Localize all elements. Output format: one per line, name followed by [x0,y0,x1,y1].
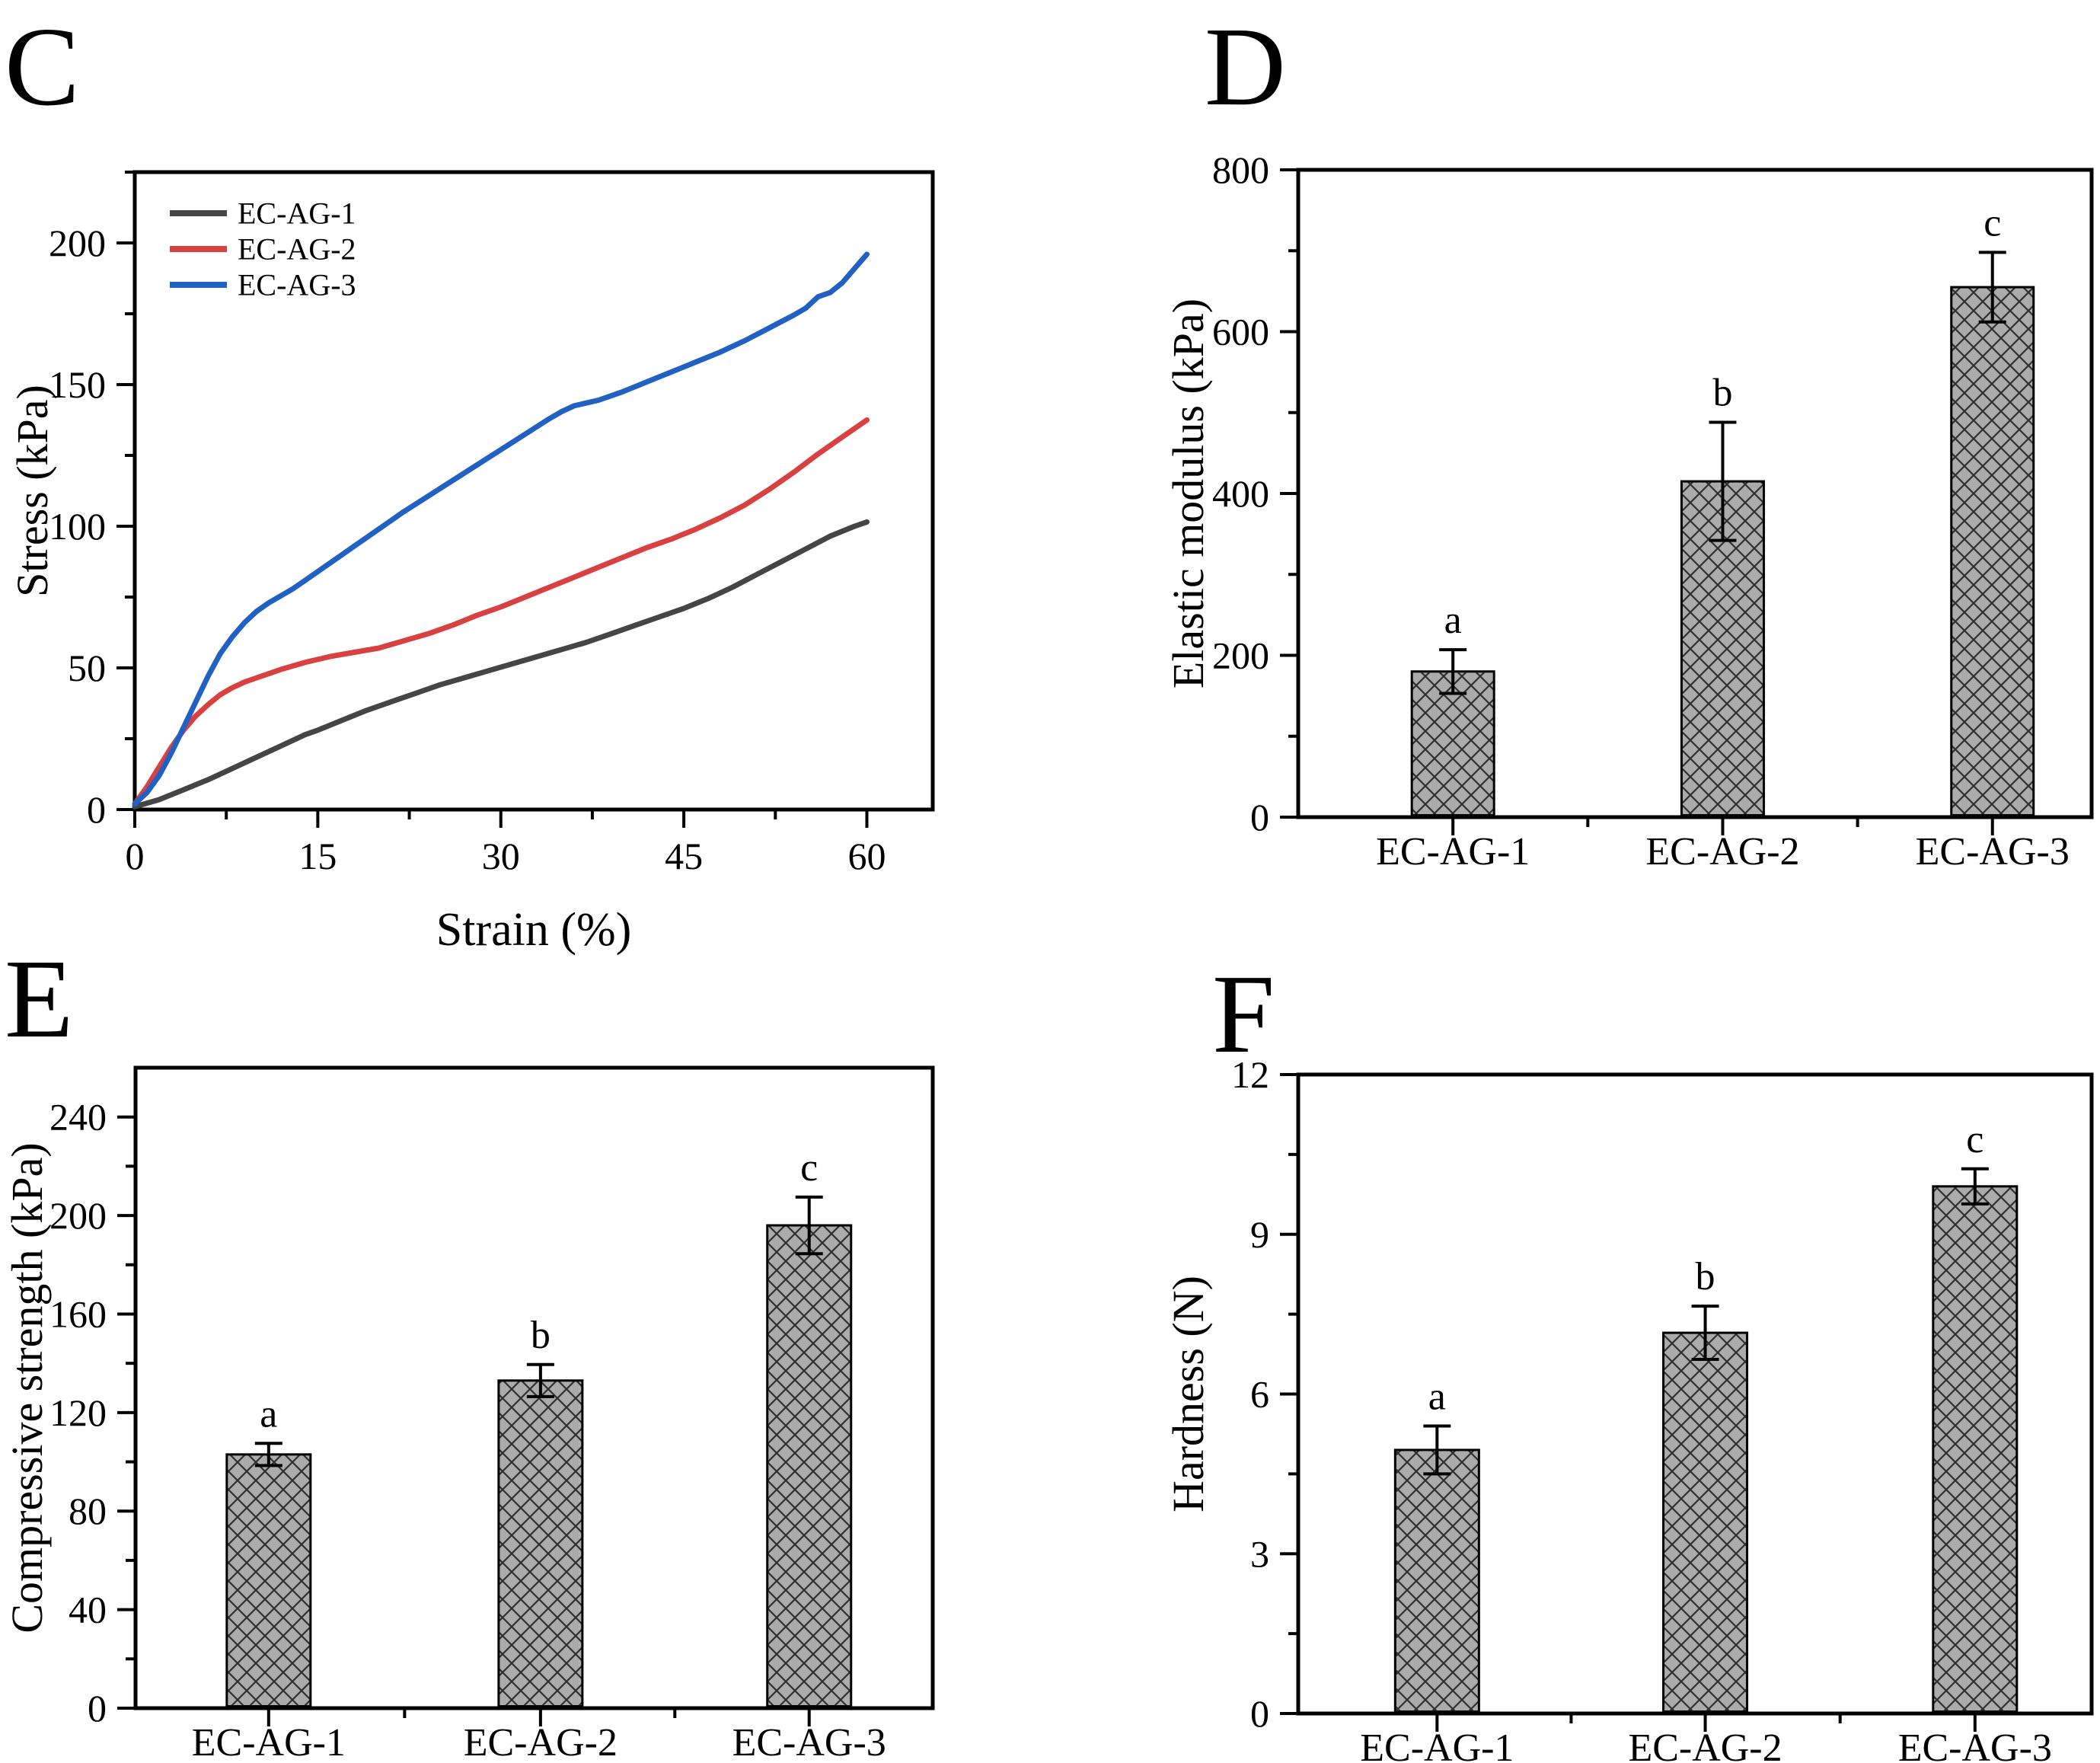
category-label: EC-AG-2 [1628,1726,1782,1763]
y-tick-label: 200 [49,222,106,264]
bar-ec-ag-2 [1662,1331,1749,1713]
significance-letter: b [531,1314,551,1357]
category-label: EC-AG-2 [1645,830,1799,874]
y-tick-label: 0 [87,788,106,831]
significance-letter: a [1428,1375,1446,1418]
elastic-modulus-chart: 0 200 400 600 800 Elastic modulus (kPa) EC-AG-… [1163,149,2094,874]
plot-frame [133,1065,935,1710]
panel-d-letter: D [1205,5,1286,129]
significance-letter: c [1966,1118,1984,1161]
legend-label: EC-AG-3 [238,268,356,302]
legend-item: EC-AG-3 [170,268,356,302]
x-tick-label: 45 [665,835,703,877]
significance-letter: c [800,1146,818,1190]
category-label: EC-AG-3 [732,1721,886,1763]
x-tick-label: 15 [298,835,337,877]
y-tick-label: 120 [49,1391,107,1434]
bar-ec-ag-2 [497,1379,584,1707]
error-bar [254,1442,282,1468]
data-series-ec-ag-1 [132,519,870,810]
y-axis-title: Elastic modulus (kPa) [1163,299,1213,688]
panel-f-letter: F [1212,952,1275,1077]
bar-ec-ag-1 [1410,670,1495,816]
y-tick-label: 200 [1212,634,1269,677]
y-tick-label: 0 [1250,1692,1269,1735]
bar-ec-ag-1 [1393,1448,1480,1713]
x-tick-label: 30 [482,835,520,877]
category-label: EC-AG-1 [192,1721,346,1763]
y-axis-title: Hardness (N) [1163,1276,1213,1512]
y-tick-label: 9 [1250,1213,1269,1256]
legend-item: EC-AG-1 [170,196,356,231]
significance-letter: a [260,1392,277,1436]
y-tick-label: 40 [69,1589,107,1631]
y-axis-title: Compressive strength (kPa) [2,1142,52,1633]
y-axis-title: Stress (kPa) [8,385,57,597]
legend: EC-AG-1EC-AG-2EC-AG-3 [170,196,356,302]
category-label: EC-AG-1 [1360,1726,1514,1763]
plot-frame [132,170,935,812]
legend-item: EC-AG-2 [170,232,356,267]
x-tick-label: 0 [126,835,145,877]
y-tick-label: 80 [69,1490,107,1532]
bar-ec-ag-1 [225,1453,312,1707]
panel-e-letter: E [5,937,74,1062]
y-tick-label: 6 [1250,1373,1269,1416]
y-tick-label: 0 [88,1687,107,1729]
error-bar [1709,420,1737,542]
x-axis-title: Strain (%) [436,904,632,956]
error-bar [1961,1167,1989,1206]
significance-letter: c [1984,201,2001,244]
data-series-ec-ag-2 [132,417,870,807]
y-tick-label: 0 [1250,796,1269,838]
category-label: EC-AG-3 [1898,1726,2052,1763]
category-label: EC-AG-1 [1376,830,1530,874]
y-tick-label: 3 [1250,1532,1269,1575]
hardness-chart: 0 3 6 9 12 Hardness (N) EC-AG-1 a EC-AG-2 b EC-AG-… [1163,1053,2094,1763]
bar-ec-ag-3 [766,1224,853,1707]
y-tick-label: 50 [68,647,106,689]
error-bar [526,1362,554,1398]
significance-letter: b [1712,372,1732,415]
y-tick-label: 12 [1231,1053,1269,1096]
y-tick-label: 160 [49,1292,107,1335]
significance-letter: a [1444,599,1462,642]
significance-letter: b [1696,1255,1715,1298]
data-series-ec-ag-3 [132,251,870,807]
stress-strain-chart: 0 50 100 150 200 Stress (kPa) 0 15 30 45 60 Strain … [8,170,935,956]
category-label: EC-AG-2 [464,1721,618,1763]
legend-label: EC-AG-1 [238,196,356,231]
y-tick-label: 150 [49,363,106,406]
error-bar [795,1195,823,1256]
legend-label: EC-AG-2 [238,232,356,267]
error-bar [1423,1424,1451,1476]
bar-ec-ag-3 [1950,286,2035,816]
y-tick-label: 400 [1212,472,1269,515]
bar-ec-ag-3 [1932,1185,2019,1713]
y-tick-label: 100 [49,505,106,548]
category-label: EC-AG-3 [1916,830,2070,874]
y-tick-label: 200 [49,1194,107,1237]
error-bar [1978,251,2006,324]
y-tick-label: 800 [1212,149,1269,191]
x-tick-label: 60 [847,835,886,877]
panel-c-letter: C [5,5,80,129]
error-bar [1439,648,1467,695]
error-bar [1691,1305,1719,1362]
y-tick-label: 240 [49,1096,107,1139]
y-tick-label: 600 [1212,311,1269,353]
